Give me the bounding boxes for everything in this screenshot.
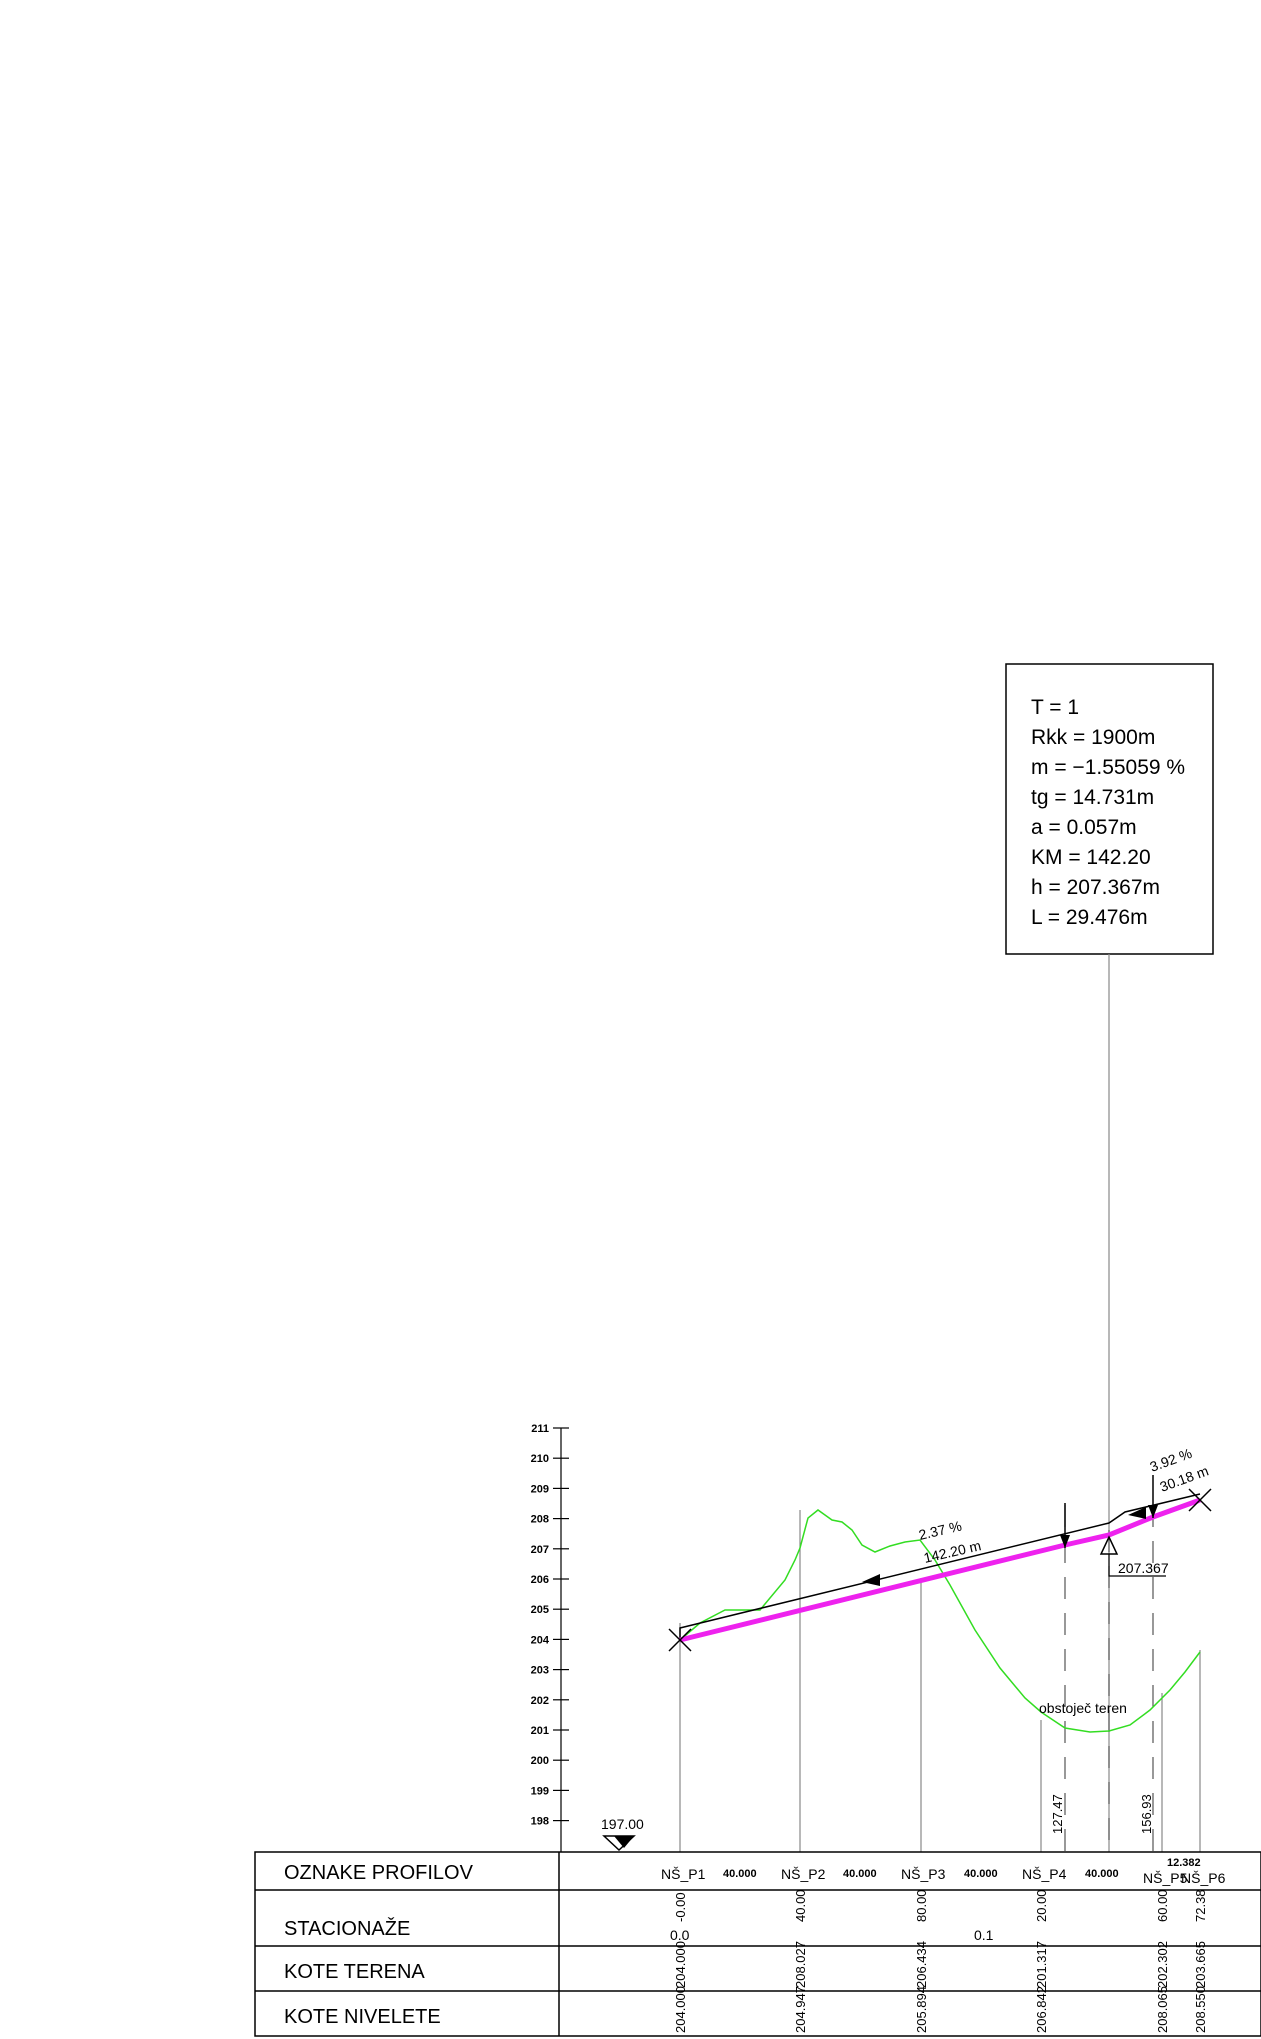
info-line-rkk: Rkk = 1900m <box>1031 726 1155 749</box>
km-mark: 0.1 <box>974 1927 994 1943</box>
profile-spacing: 40.000 <box>964 1868 998 1880</box>
profile-data-table: OZNAKE PROFILOV STACIONAŽE KOTE TERENA K… <box>254 1851 1261 2037</box>
terrain-label: obstoječ teren <box>1039 1700 1127 1716</box>
vertex-elevation: 207.367 <box>1118 1560 1169 1576</box>
station-value: -0.00 <box>673 1892 688 1922</box>
start-cross-icon <box>668 1628 692 1652</box>
axis-tick-label: 206 <box>531 1574 549 1586</box>
profile-name: NŠ_P4 <box>1022 1866 1067 1882</box>
row-label-profiles: OZNAKE PROFILOV <box>284 1862 474 1884</box>
terrain-value: 206.434 <box>914 1941 929 1988</box>
station-value: 80.00 <box>914 1889 929 1922</box>
axis-tick-label: 208 <box>531 1514 549 1526</box>
axis-tick-label: 211 <box>531 1423 549 1435</box>
tangent-end-arrow-icon <box>1148 1505 1158 1518</box>
profile-spacing: 12.382 <box>1167 1857 1201 1869</box>
info-line-l: L = 29.476m <box>1031 906 1148 929</box>
axis-tick-label: 210 <box>531 1453 549 1465</box>
terrain-value: 208.027 <box>793 1941 808 1988</box>
axis-tick-label: 203 <box>531 1665 549 1677</box>
grade-value: 208.065 <box>1155 1986 1170 2033</box>
grade-value: 205.894 <box>914 1986 929 2033</box>
grade-arrow-icon-2 <box>1128 1507 1146 1519</box>
axis-tick-label: 202 <box>531 1695 549 1707</box>
station-value: 72.38 <box>1193 1889 1208 1922</box>
axis-tick-label: 201 <box>531 1725 549 1737</box>
axis-tick-label: 204 <box>531 1634 550 1646</box>
profile-spacing: 40.000 <box>1085 1868 1119 1880</box>
grade-value: 204.000 <box>673 1986 688 2033</box>
km-mark: 0.0 <box>670 1927 690 1943</box>
profile-name: NŠ_P3 <box>901 1866 946 1882</box>
design-grade-line <box>679 1497 1201 1643</box>
info-line-t: T = 1 <box>1031 696 1079 719</box>
axis-tick-label: 199 <box>531 1785 549 1797</box>
profile-name: NŠ_P6 <box>1181 1870 1226 1886</box>
row-label-stations: STACIONAŽE <box>284 1917 410 1940</box>
grade-value: 208.550 <box>1193 1986 1208 2033</box>
info-line-a: a = 0.057m <box>1031 816 1137 839</box>
row-label-grade: KOTE NIVELETE <box>284 2006 441 2028</box>
end-cross-icon <box>1188 1488 1212 1512</box>
station-127: 127.47 <box>1050 1794 1065 1834</box>
tangent-start-arrow-icon <box>1060 1535 1070 1548</box>
station-156: 156.93 <box>1139 1794 1154 1834</box>
info-line-m: m = −1.55059 % <box>1031 756 1185 779</box>
grade-arrow-icon <box>862 1574 880 1586</box>
grade-value: 206.842 <box>1034 1986 1049 2033</box>
station-value: 20.00 <box>1034 1889 1049 1922</box>
info-line-h: h = 207.367m <box>1031 876 1160 899</box>
terrain-value: 203.665 <box>1193 1941 1208 1988</box>
terrain-value: 202.302 <box>1155 1941 1170 1988</box>
existing-terrain-line <box>679 1509 1201 1733</box>
datum-label: 197.00 <box>601 1816 644 1832</box>
axis-tick-label: 209 <box>531 1483 549 1495</box>
vertical-curve-info-box: T = 1 Rkk = 1900m m = −1.55059 % tg = 14… <box>1005 663 1214 955</box>
elevation-axis: 211 210 209 208 207 206 205 204 203 202 201 200 199 1… <box>531 1423 569 1852</box>
info-line-tg: tg = 14.731m <box>1031 786 1154 809</box>
grade-value: 204.947 <box>793 1986 808 2033</box>
profile-name: NŠ_P1 <box>661 1866 706 1882</box>
profile-guides <box>679 1505 1201 1852</box>
profile-spacing: 40.000 <box>723 1868 757 1880</box>
axis-tick-label: 205 <box>531 1604 549 1616</box>
terrain-value: 204.000 <box>673 1941 688 1988</box>
grade-1-percent: 2.37 % <box>917 1518 963 1543</box>
station-value: 40.00 <box>793 1889 808 1922</box>
profile-name: NŠ_P5 <box>1143 1870 1188 1886</box>
profile-name: NŠ_P2 <box>781 1866 826 1882</box>
profile-spacing: 40.000 <box>843 1868 877 1880</box>
axis-tick-label: 200 <box>531 1755 549 1767</box>
grade-geometry: 207.367 <box>668 1475 1212 1652</box>
row-label-terrain: KOTE TERENA <box>284 1961 425 1983</box>
datum-marker: 197.00 <box>601 1816 644 1852</box>
terrain-value: 201.317 <box>1034 1941 1049 1988</box>
station-value: 60.00 <box>1155 1889 1170 1922</box>
axis-tick-label: 207 <box>531 1544 549 1556</box>
info-line-km: KM = 142.20 <box>1031 846 1151 869</box>
axis-tick-label: 198 <box>531 1816 549 1828</box>
